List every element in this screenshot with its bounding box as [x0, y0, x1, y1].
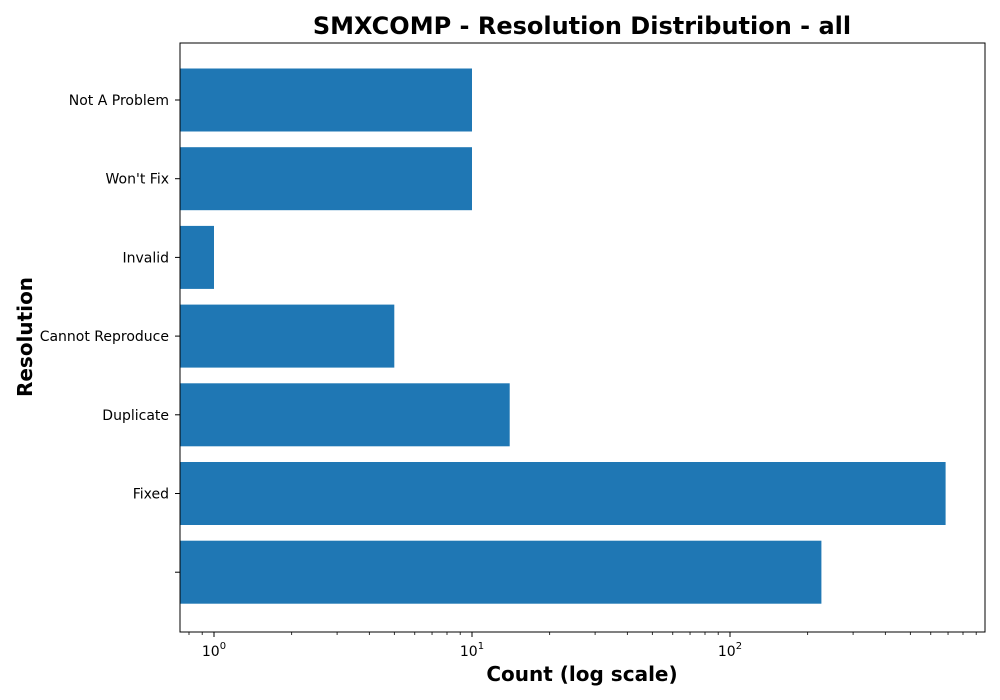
y-axis-label: Resolution	[13, 277, 37, 397]
x-axis-label: Count (log scale)	[486, 662, 677, 686]
y-tick-label: Invalid	[122, 250, 169, 266]
bar	[180, 540, 822, 604]
y-tick-label: Won't Fix	[106, 172, 169, 188]
bar	[180, 147, 472, 211]
y-tick-label: Fixed	[133, 487, 169, 503]
plot-frame	[179, 42, 986, 633]
x-tick-label: 100	[202, 641, 226, 660]
y-tick-label: Cannot Reproduce	[40, 329, 169, 345]
chart-title: SMXCOMP - Resolution Distribution - all	[313, 12, 851, 40]
bar	[180, 225, 214, 289]
bar	[180, 304, 395, 368]
bar	[180, 383, 510, 447]
y-tick-label: Duplicate	[102, 408, 169, 424]
bar	[180, 68, 472, 132]
y-axis-ticks: Not A Problem Won't Fix Invalid Cannot Repr…	[40, 93, 180, 573]
y-tick-label: Not A Problem	[69, 93, 169, 109]
bars	[180, 68, 946, 604]
x-tick-label: 102	[718, 641, 742, 660]
x-tick-label: 101	[460, 641, 484, 660]
x-axis-ticks: 100 101 102	[188, 632, 977, 660]
bar	[180, 462, 946, 525]
